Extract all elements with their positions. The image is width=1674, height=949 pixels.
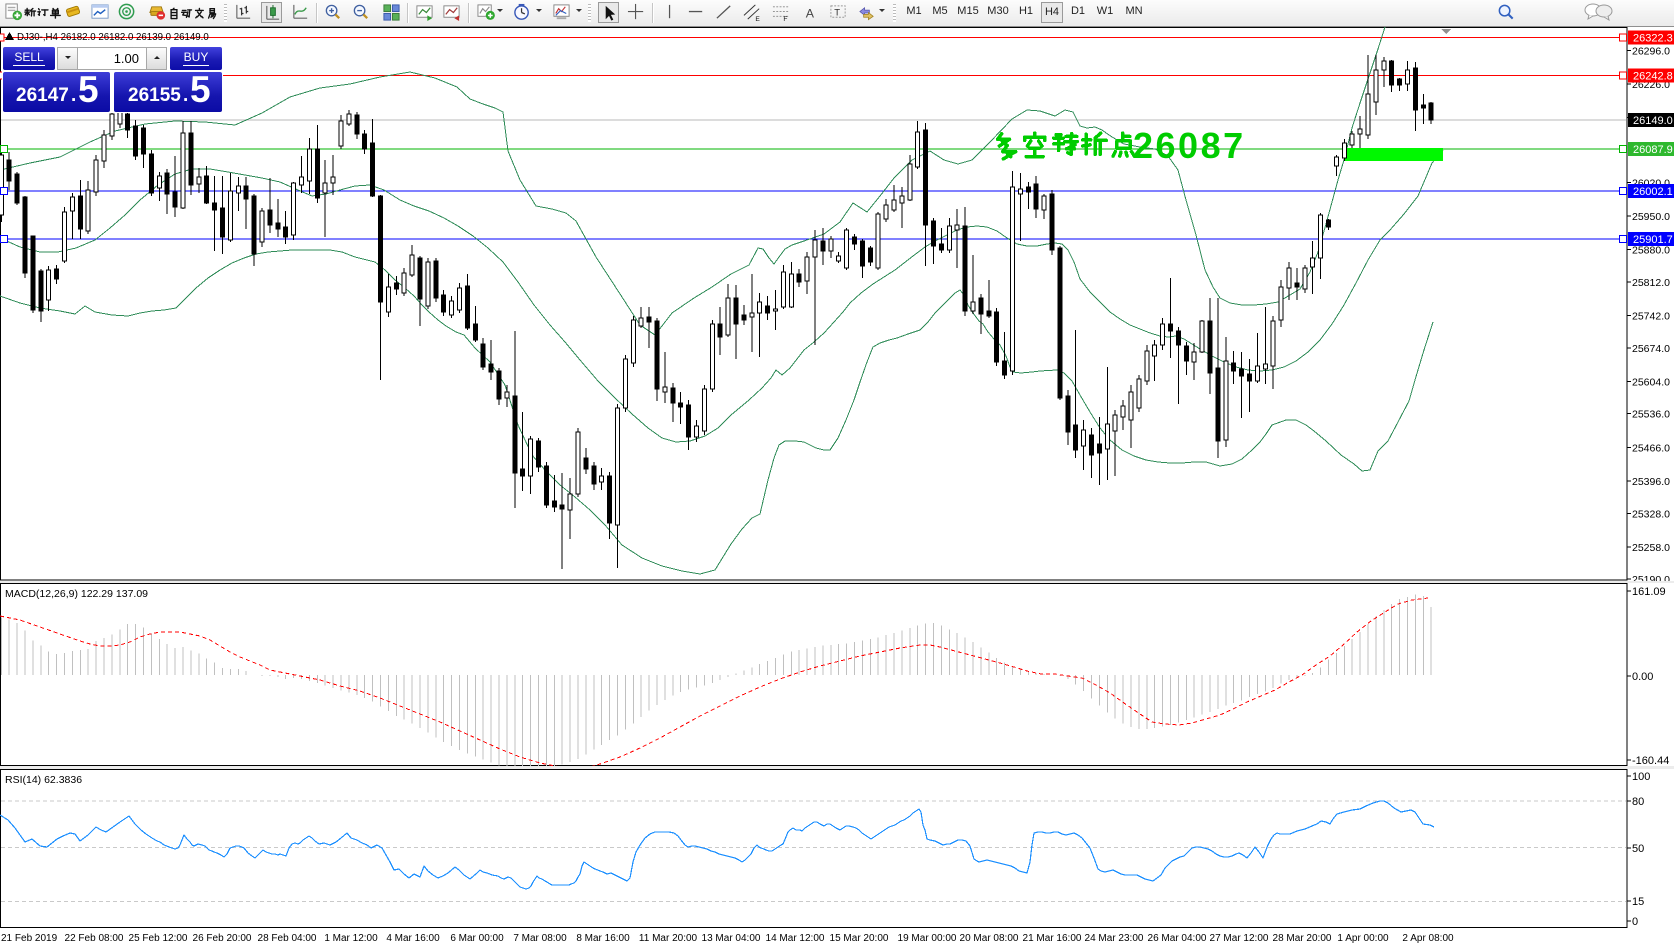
svg-text:26087: 26087 [1133, 125, 1246, 166]
svg-text:26322.3: 26322.3 [1633, 33, 1673, 45]
svg-text:100: 100 [1632, 771, 1650, 783]
svg-text:1 Apr 00:00: 1 Apr 00:00 [1337, 933, 1389, 944]
svg-text:21 Mar 16:00: 21 Mar 16:00 [1023, 933, 1082, 944]
svg-text:26 Mar 04:00: 26 Mar 04:00 [1148, 933, 1207, 944]
svg-text:6 Mar 00:00: 6 Mar 00:00 [450, 933, 504, 944]
svg-text:DJ30-,H4 26182.0 26182.0 2613: DJ30-,H4 26182.0 26182.0 26139.0 26149.0 [17, 32, 209, 43]
svg-text:-160.44: -160.44 [1632, 755, 1669, 767]
svg-text:25466.0: 25466.0 [1632, 443, 1670, 455]
svg-text:80: 80 [1632, 796, 1644, 808]
svg-text:19 Mar 00:00: 19 Mar 00:00 [898, 933, 957, 944]
svg-text:1 Mar 12:00: 1 Mar 12:00 [324, 933, 378, 944]
svg-text:50: 50 [1632, 843, 1644, 855]
svg-text:20 Mar 08:00: 20 Mar 08:00 [960, 933, 1019, 944]
svg-text:A: A [806, 6, 815, 20]
svg-text:14 Mar 12:00: 14 Mar 12:00 [766, 933, 825, 944]
svg-text:25742.0: 25742.0 [1632, 311, 1670, 323]
svg-text:15: 15 [1632, 896, 1644, 908]
svg-text:T: T [834, 7, 840, 18]
svg-text:27 Mar 12:00: 27 Mar 12:00 [1210, 933, 1269, 944]
svg-text:25950.0: 25950.0 [1632, 211, 1670, 223]
svg-text:28 Feb 04:00: 28 Feb 04:00 [258, 933, 317, 944]
svg-text:15 Mar 20:00: 15 Mar 20:00 [830, 933, 889, 944]
svg-text:24 Mar 23:00: 24 Mar 23:00 [1085, 933, 1144, 944]
svg-text:11 Mar 20:00: 11 Mar 20:00 [639, 933, 698, 944]
svg-text:8 Mar 16:00: 8 Mar 16:00 [576, 933, 630, 944]
svg-text:2 Apr 08:00: 2 Apr 08:00 [1402, 933, 1454, 944]
svg-text:25674.0: 25674.0 [1632, 343, 1670, 355]
svg-text:MACD(12,26,9) 122.29 137.09: MACD(12,26,9) 122.29 137.09 [5, 588, 148, 600]
svg-text:25536.0: 25536.0 [1632, 409, 1670, 421]
svg-text:26087.9: 26087.9 [1633, 144, 1673, 156]
svg-text:25604.0: 25604.0 [1632, 377, 1670, 389]
svg-text:E: E [755, 16, 760, 22]
svg-text:0.00: 0.00 [1632, 671, 1653, 683]
svg-text:22 Feb 08:00: 22 Feb 08:00 [65, 933, 124, 944]
svg-text:25396.0: 25396.0 [1632, 476, 1670, 488]
svg-text:0: 0 [1632, 916, 1638, 928]
svg-text:26002.1: 26002.1 [1633, 186, 1673, 198]
svg-text:28 Mar 20:00: 28 Mar 20:00 [1273, 933, 1332, 944]
svg-text:25258.0: 25258.0 [1632, 542, 1670, 554]
svg-text:25901.7: 25901.7 [1633, 234, 1673, 246]
svg-text:25190.0: 25190.0 [1632, 574, 1670, 586]
svg-text:21 Feb 2019: 21 Feb 2019 [1, 933, 58, 944]
svg-text:26149.0: 26149.0 [1633, 115, 1673, 127]
svg-text:26296.0: 26296.0 [1632, 45, 1670, 57]
svg-text:25 Feb 12:00: 25 Feb 12:00 [129, 933, 188, 944]
svg-text:25328.0: 25328.0 [1632, 509, 1670, 521]
svg-text:4 Mar 16:00: 4 Mar 16:00 [386, 933, 440, 944]
svg-text:F: F [783, 16, 787, 22]
svg-text:25880.0: 25880.0 [1632, 245, 1670, 257]
svg-text:26242.8: 26242.8 [1633, 71, 1673, 83]
svg-text:26 Feb 20:00: 26 Feb 20:00 [193, 933, 252, 944]
svg-text:161.09: 161.09 [1632, 586, 1666, 598]
svg-text:RSI(14) 62.3836: RSI(14) 62.3836 [5, 774, 82, 786]
svg-text:25812.0: 25812.0 [1632, 277, 1670, 289]
svg-text:7 Mar 08:00: 7 Mar 08:00 [513, 933, 567, 944]
svg-text:13 Mar 04:00: 13 Mar 04:00 [702, 933, 761, 944]
